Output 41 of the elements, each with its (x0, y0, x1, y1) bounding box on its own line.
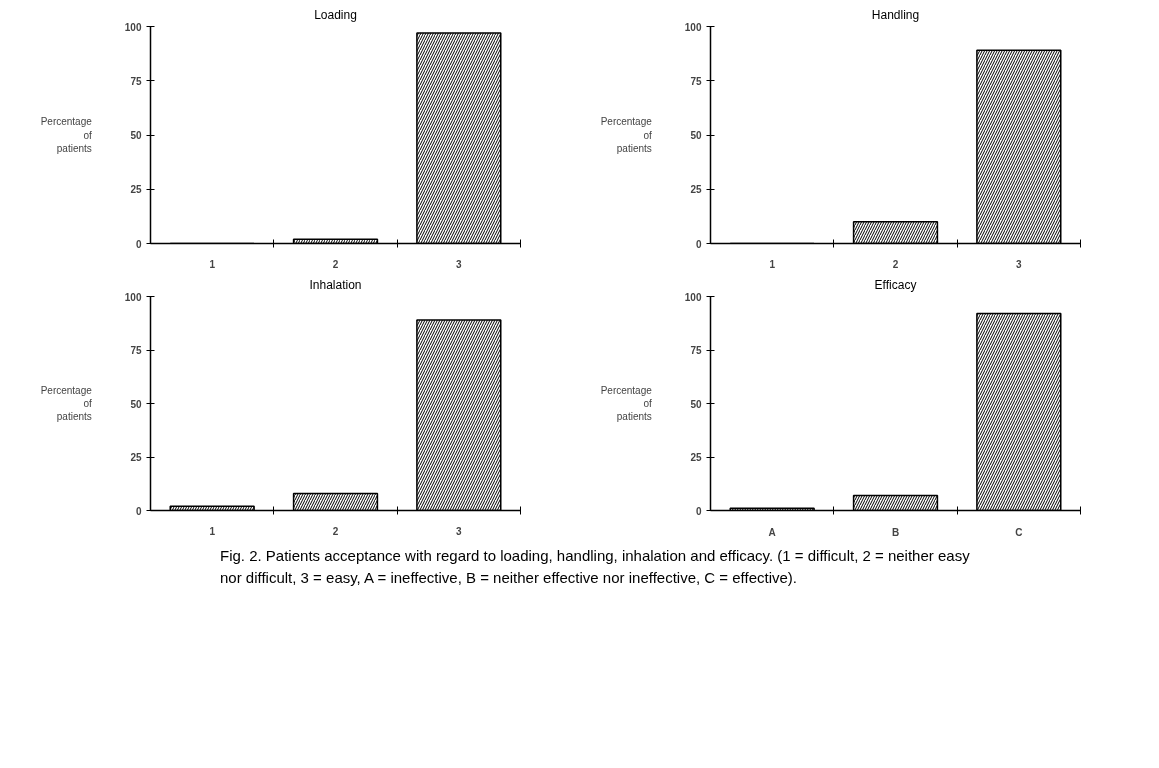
x-tick-label: 2 (892, 258, 899, 270)
y-tick-label: 100 (124, 21, 142, 33)
y-axis-title: Percentage of patients (600, 116, 653, 154)
y-tick-label: 25 (130, 452, 142, 463)
y-tick-label: 100 (124, 291, 142, 303)
y-tick-label: 75 (690, 345, 702, 356)
y-tick-label: 25 (690, 452, 702, 463)
chart-title: Inhalation (309, 277, 362, 292)
y-tick-label: 0 (135, 238, 142, 250)
y-tick-label: 75 (690, 75, 702, 87)
x-tick-label: 3 (456, 258, 463, 270)
caption: Fig. 2. Patients acceptance with regard to loading, handling, inhalation and efficacy. (1 = difficult, 2 = neither easy nor difficult, 3 = easy, A = ineffective, B = neither effective nor ineffective, C = effective). (220, 546, 971, 588)
x-tick-label: C (1015, 526, 1023, 538)
chart-title: Handling (871, 7, 920, 22)
chart-title: Efficacy (874, 277, 917, 292)
y-tick-label: 50 (690, 398, 702, 410)
x-tick-label: 3 (456, 525, 463, 537)
y-tick-label: 25 (690, 184, 702, 196)
x-tick-label: 3 (1016, 258, 1023, 270)
y-tick-label: 0 (135, 505, 142, 517)
y-tick-label: 0 (695, 505, 702, 517)
y-tick-label: 50 (690, 130, 702, 141)
y-tick-label: 0 (695, 238, 702, 250)
y-tick-label: 25 (130, 184, 142, 196)
y-tick-label: 50 (130, 398, 142, 410)
y-tick-label: 100 (684, 21, 702, 33)
y-tick-label: 75 (130, 345, 142, 356)
chart-title: Loading (314, 7, 357, 22)
x-tick-label: 2 (332, 525, 339, 537)
y-axis-title: Percentage of patients (40, 116, 93, 154)
y-tick-label: 75 (130, 75, 142, 87)
x-tick-label: 1 (769, 258, 776, 270)
x-tick-label: B (891, 526, 900, 538)
x-tick-label: 1 (209, 525, 216, 537)
y-axis-title: Percentage of patients (600, 384, 653, 423)
y-tick-label: 100 (684, 291, 702, 303)
x-tick-label: 2 (332, 258, 339, 270)
x-tick-label: A (768, 526, 776, 538)
x-tick-label: 1 (209, 258, 216, 270)
y-tick-label: 50 (130, 130, 142, 141)
y-axis-title: Percentage of patients (40, 384, 93, 423)
